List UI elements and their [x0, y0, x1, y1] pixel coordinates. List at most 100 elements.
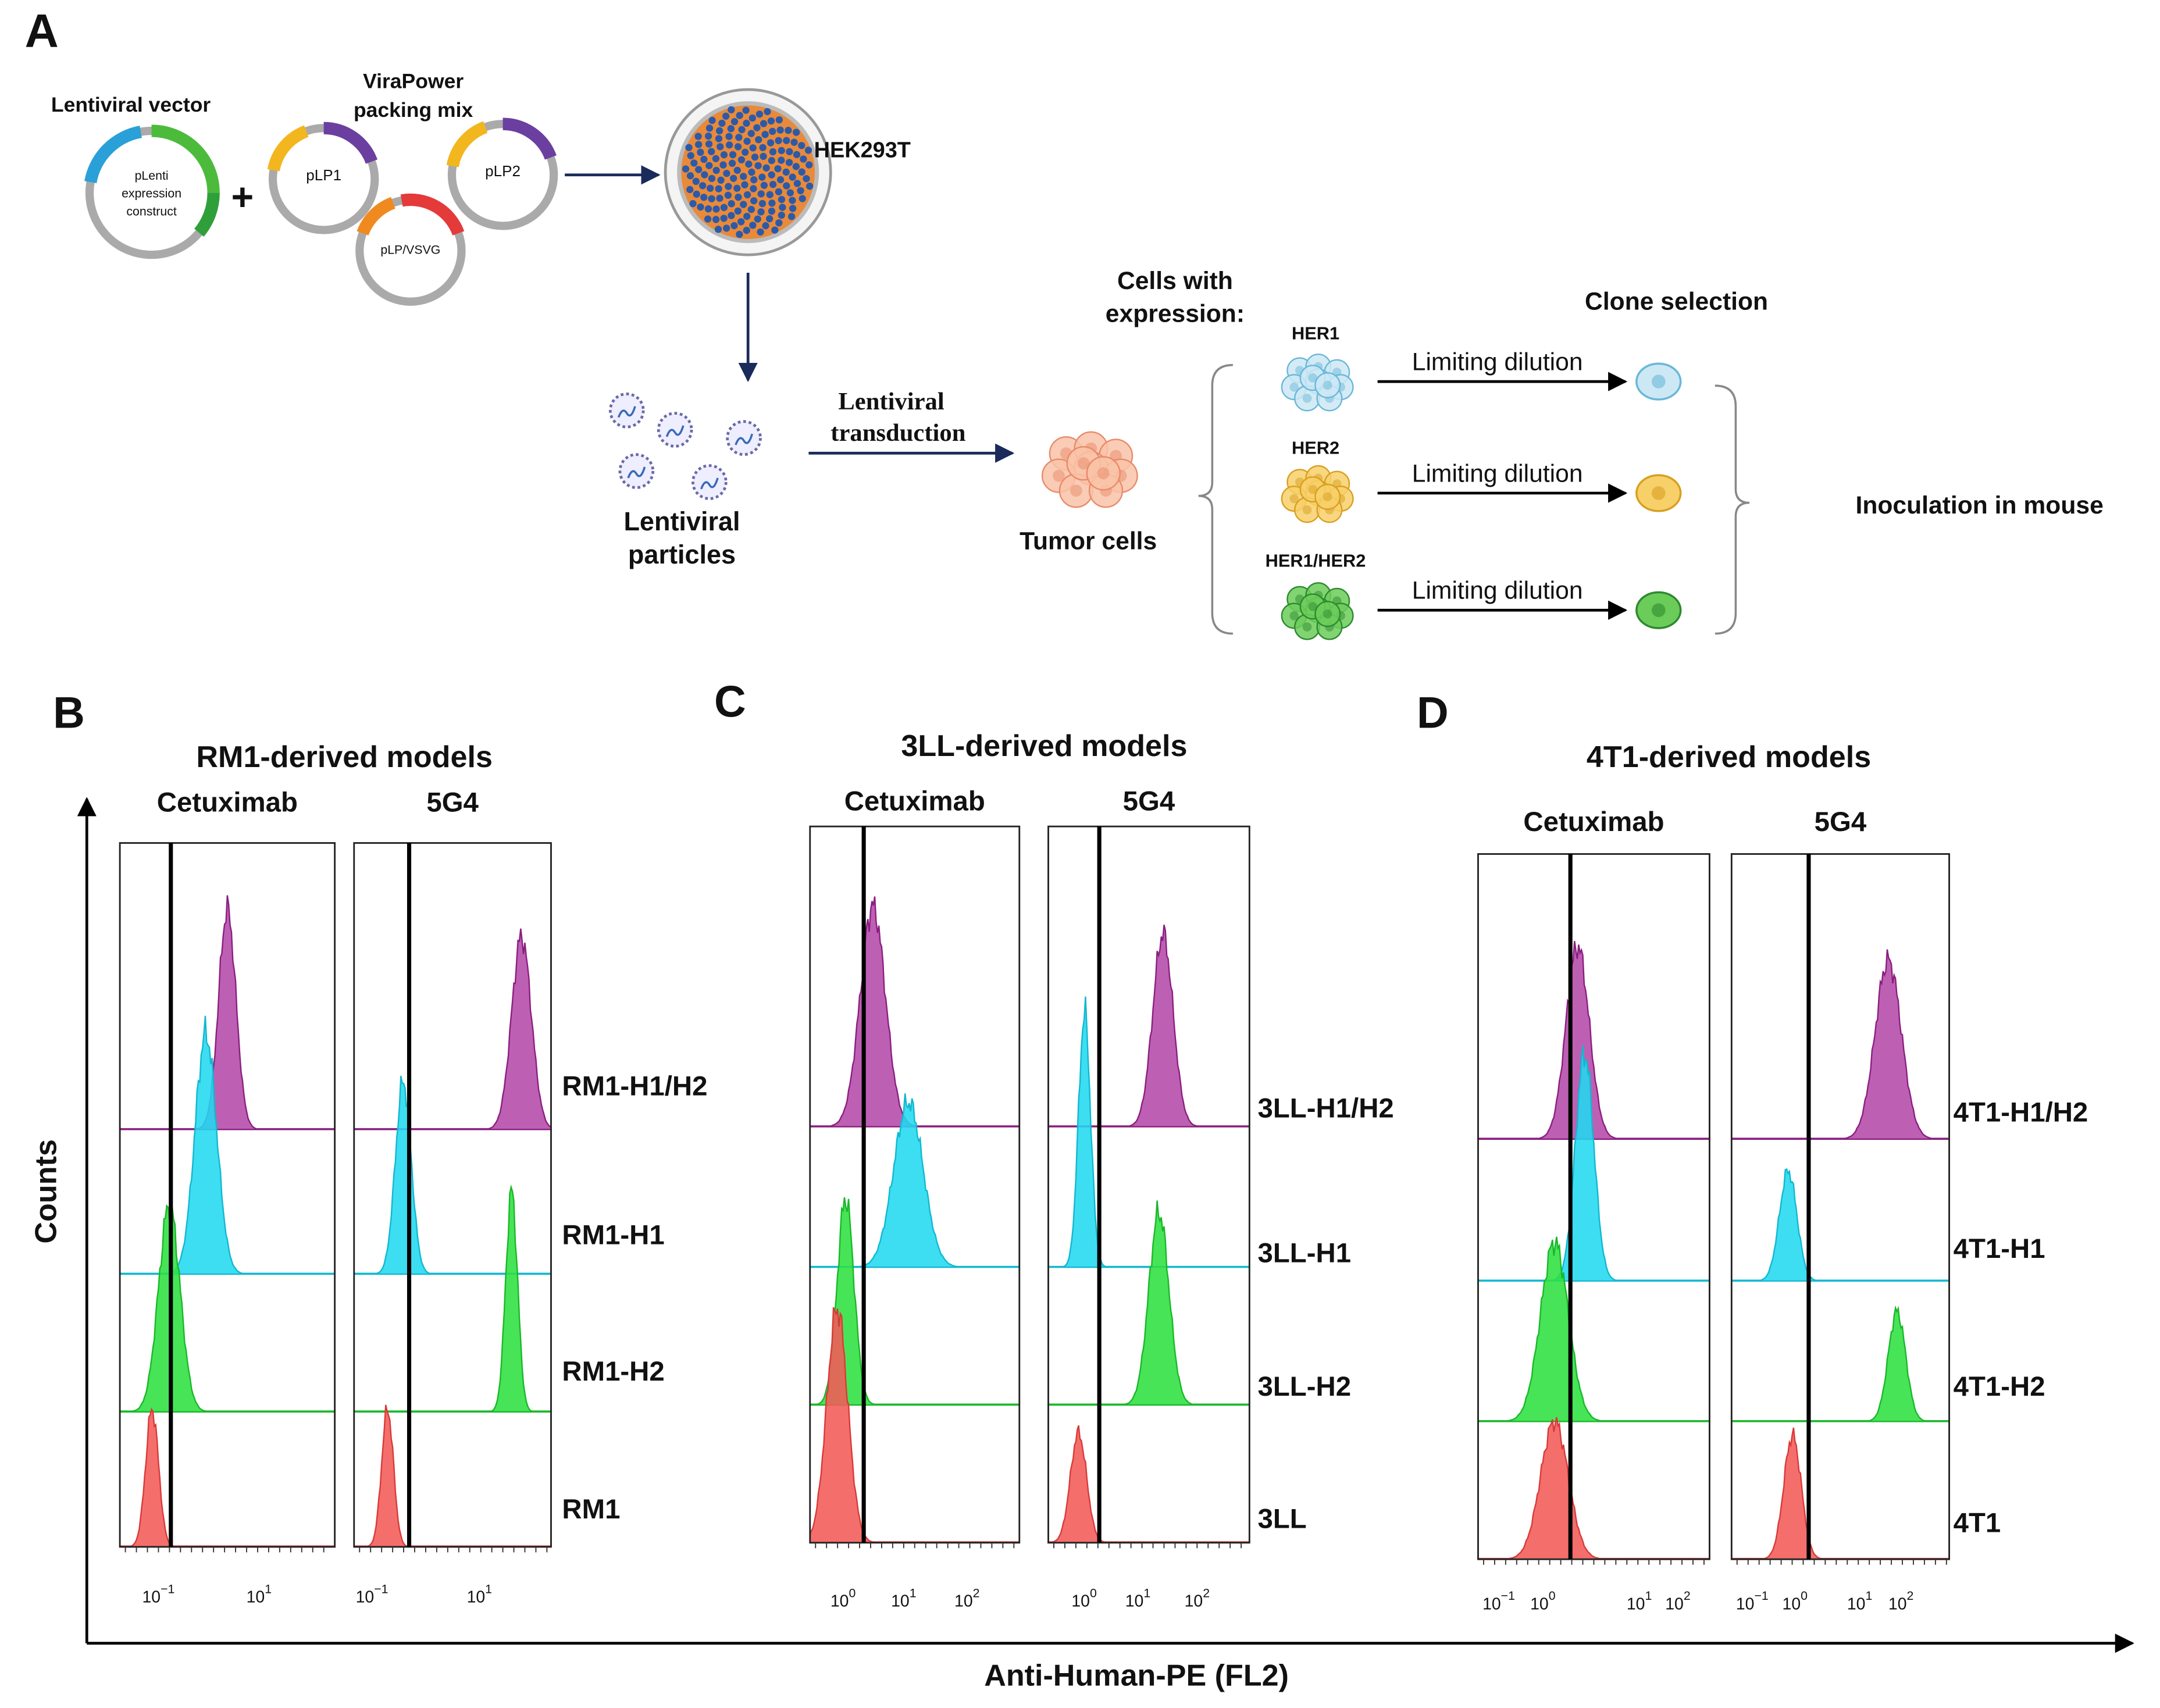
- cell-dot: [785, 127, 792, 134]
- particle: [618, 453, 655, 489]
- cell-dot: [789, 173, 796, 181]
- cell-dot: [762, 164, 770, 172]
- cell-dot: [775, 219, 783, 227]
- tick-exp: 1: [265, 1582, 272, 1596]
- histogram: [1477, 1417, 1710, 1560]
- tick-label: 102: [1665, 1589, 1690, 1613]
- cell-dot: [769, 148, 777, 156]
- cell-dot: [695, 141, 703, 148]
- tick-base: 10: [1627, 1595, 1645, 1613]
- cell-dot: [753, 124, 761, 131]
- histogram: [119, 1407, 336, 1548]
- cell-dot: [775, 116, 783, 124]
- panel-letter: C: [714, 678, 746, 727]
- tick-label: 101: [1847, 1589, 1872, 1613]
- cell-dot: [697, 148, 704, 156]
- tick-label: 102: [1185, 1586, 1210, 1610]
- tick-label: 10−1: [1482, 1589, 1515, 1613]
- cell-dot: [749, 144, 757, 152]
- cell-dot: [689, 200, 697, 208]
- tick-exp: 1: [1143, 1586, 1150, 1600]
- tick-exp: 1: [1645, 1589, 1652, 1603]
- sample-label: 4T1-H1/H2: [1954, 1097, 2088, 1128]
- tick-label: 101: [1125, 1586, 1150, 1610]
- cell-dot: [736, 230, 743, 238]
- nucleus: [1323, 492, 1332, 502]
- cell-dot: [705, 140, 713, 148]
- panel-a: A Lentiviral vector pLenti expression constr…: [25, 5, 2104, 640]
- cell-dot: [720, 215, 728, 222]
- tick-label: 102: [1888, 1589, 1913, 1613]
- cell-dot: [736, 112, 743, 119]
- cell-dot: [717, 176, 725, 184]
- cell-dot: [750, 185, 757, 192]
- sample-label: 3LL-H1: [1258, 1238, 1352, 1268]
- cell-dot: [783, 137, 790, 144]
- tick-label: 10−1: [356, 1582, 388, 1606]
- cell-dot: [705, 162, 713, 169]
- histogram: [809, 1307, 1020, 1543]
- antibody-label: Cetuximab: [1523, 807, 1664, 837]
- tick-base: 10: [891, 1592, 910, 1610]
- plot-frame: [1730, 853, 1950, 1560]
- brace: [1715, 384, 1750, 635]
- cell-dot: [708, 174, 716, 183]
- cell-dot: [707, 148, 715, 155]
- sample-label: 4T1-H1: [1954, 1233, 2045, 1264]
- cell-dot: [714, 226, 722, 233]
- nucleus: [1053, 469, 1065, 482]
- nucleus: [1077, 457, 1090, 470]
- panel-title: RM1-derived models: [196, 740, 493, 774]
- cell-dot: [690, 159, 698, 167]
- tick-base: 10: [1482, 1595, 1501, 1613]
- cell-dot: [782, 168, 790, 176]
- cell-dot: [760, 120, 768, 127]
- cell-dot: [725, 141, 733, 149]
- particle-rna: [627, 466, 646, 479]
- particle-rna: [617, 406, 636, 418]
- cell-dot: [757, 228, 764, 236]
- cell-dot: [766, 191, 774, 198]
- cell-dot: [712, 216, 720, 223]
- cell-dot: [769, 180, 777, 188]
- cell-dot: [789, 205, 797, 212]
- cell-dot: [712, 205, 720, 213]
- panel-letter: D: [1417, 689, 1449, 738]
- tick-base: 10: [142, 1588, 161, 1606]
- construct-text: pLenti: [135, 169, 169, 183]
- nucleus: [1097, 467, 1110, 480]
- sample-label: 3LL-H1/H2: [1258, 1093, 1394, 1124]
- cell-dot: [755, 136, 762, 144]
- label: transduction: [831, 419, 965, 447]
- histogram: [1731, 949, 1950, 1140]
- histogram: [119, 895, 336, 1131]
- antibody-label: Cetuximab: [157, 787, 298, 818]
- sample-label: RM1-H1: [562, 1220, 664, 1250]
- cell-dot: [769, 127, 776, 136]
- histogram: [1477, 1045, 1710, 1282]
- cell-dot: [740, 173, 747, 180]
- cell-dot: [767, 139, 775, 147]
- cell-dot: [729, 151, 737, 159]
- tick-base: 10: [1888, 1595, 1907, 1613]
- cell-dot: [775, 137, 782, 144]
- cell-dot: [701, 171, 708, 179]
- cell-dot: [804, 147, 812, 154]
- cell-dot: [742, 106, 750, 114]
- cell-dot: [751, 153, 759, 161]
- cell-dot: [786, 189, 794, 197]
- plot-frame: [119, 842, 336, 1548]
- label: Inoculation in mouse: [1856, 491, 2104, 519]
- cell-dot: [720, 151, 728, 159]
- cell-dot: [724, 191, 732, 199]
- label: Cells with: [1117, 267, 1233, 295]
- sample-label: 3LL: [1258, 1503, 1307, 1534]
- cell-dot: [750, 197, 758, 205]
- label: Limiting dilution: [1412, 577, 1583, 605]
- panel-title: 4T1-derived models: [1587, 740, 1871, 774]
- sample-label: RM1: [562, 1494, 620, 1525]
- cell-dot: [768, 156, 775, 165]
- cell-dot: [747, 206, 755, 213]
- plasmid-segment: [194, 192, 220, 237]
- cell-dot: [778, 156, 785, 164]
